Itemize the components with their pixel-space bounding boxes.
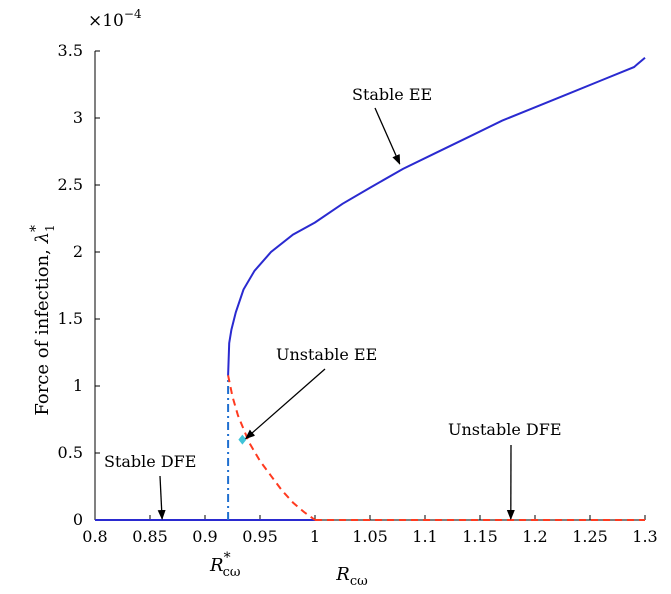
arrow-stable-ee (374, 107, 401, 165)
y-tick-label: 1.5 (58, 309, 83, 328)
x-tick-label: 1.05 (352, 527, 388, 546)
critical-point-label: R* cω (209, 550, 240, 580)
x-tick-label: 0.9 (192, 527, 217, 546)
annotation-unstable-dfe: Unstable DFE (448, 420, 562, 439)
series-layer (95, 56, 646, 521)
x-tick-label: 0.95 (242, 527, 278, 546)
x-tick-label: 1.25 (572, 527, 608, 546)
x-tick-label: 1.1 (412, 527, 437, 546)
arrow-stable-dfe (157, 475, 166, 520)
y-tick-label: 2.5 (58, 175, 83, 194)
series-unstable-ee (227, 375, 316, 521)
axes: 0.8 0.85 0.9 0.95 1 1.05 1.1 1.15 1.2 1.25 1.3 0 0.5… (58, 41, 658, 546)
annotation-stable-dfe: Stable DFE (104, 452, 196, 471)
y-tick-label: 0.5 (58, 443, 83, 462)
x-tick-label: 0.85 (132, 527, 168, 546)
x-tick-label: 1.2 (522, 527, 547, 546)
series-stable-ee (227, 56, 646, 376)
y-scale-label: ×10−4 (88, 7, 142, 31)
annotation-layer: Stable EE Unstable EE Stable DFE Unstable D… (104, 85, 562, 520)
y-tick-label: 3.5 (58, 41, 83, 60)
y-tick-label: 3 (73, 108, 83, 127)
y-tick-label: 2 (73, 242, 83, 261)
annotation-stable-ee: Stable EE (352, 85, 432, 104)
x-tick-label: 1 (310, 527, 320, 546)
point-marker (238, 434, 247, 445)
x-tick-label: 1.3 (632, 527, 657, 546)
y-axis-label: Force of infection, λ*1 (28, 224, 57, 415)
y-tick-label: 0 (73, 510, 83, 529)
x-tick-label: 1.15 (462, 527, 498, 546)
annotation-unstable-ee: Unstable EE (276, 345, 377, 364)
y-tick-label: 1 (73, 376, 83, 395)
arrow-unstable-ee (244, 368, 326, 440)
x-tick-label: 0.8 (82, 527, 107, 546)
x-axis-label: Rcω (335, 564, 367, 589)
